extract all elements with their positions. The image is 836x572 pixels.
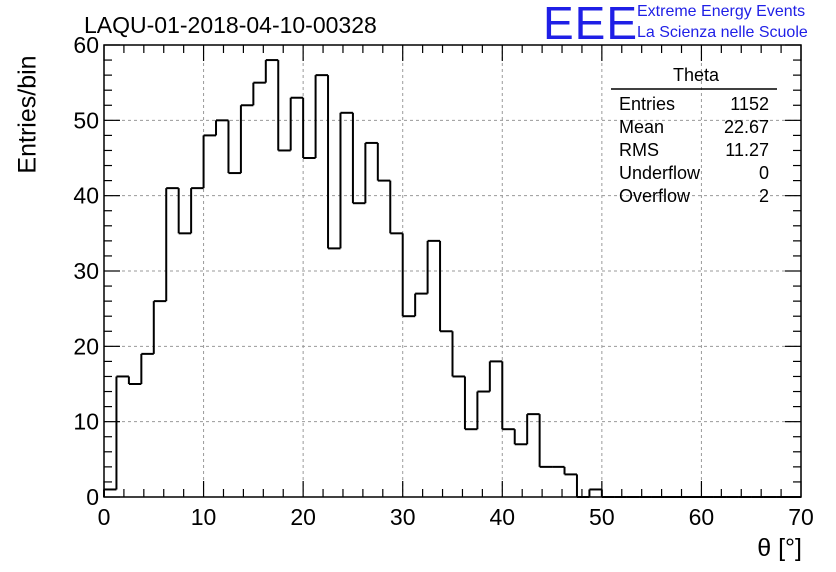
histogram-bin	[364, 141, 378, 204]
stats-value: 0	[759, 163, 769, 183]
histogram-bin	[439, 240, 453, 333]
stats-label: Overflow	[619, 186, 691, 206]
histogram-bin	[239, 104, 254, 174]
y-tick-label: 50	[73, 107, 99, 133]
histogram-bin	[513, 429, 528, 446]
stats-label: Entries	[619, 94, 675, 114]
histogram-bin	[264, 59, 279, 83]
histogram-bin	[501, 361, 515, 431]
x-tick-label: 60	[689, 504, 715, 530]
y-tick-label: 40	[73, 183, 99, 209]
histogram-bin	[165, 187, 179, 302]
x-tick-label: 10	[191, 504, 217, 530]
x-tick-label: 50	[589, 504, 615, 530]
histogram-bin	[302, 97, 316, 159]
histogram-bin	[476, 390, 490, 430]
run-title: LAQU-01-2018-04-10-00328	[84, 12, 377, 38]
x-tick-label: 20	[290, 504, 316, 530]
histogram-bin	[339, 111, 353, 249]
eee-logo: EEE	[543, 0, 639, 49]
histogram-series	[103, 59, 801, 498]
histogram-bin	[152, 300, 167, 354]
stats-value: 22.67	[724, 117, 769, 137]
histogram-bin	[252, 81, 266, 106]
y-tick-label: 0	[86, 484, 99, 510]
stats-value: 1152	[730, 94, 769, 114]
histogram-bin	[414, 292, 428, 317]
histogram-bin	[289, 96, 304, 151]
histogram-bin	[140, 352, 154, 384]
histogram-bin	[575, 474, 590, 498]
histogram-bin	[190, 187, 204, 234]
x-axis-label: θ [°]	[757, 534, 802, 562]
histogram-bin	[401, 233, 416, 318]
stats-label: RMS	[619, 140, 659, 160]
histogram-bin	[115, 375, 129, 490]
x-tick-label: 0	[98, 504, 111, 530]
histogram-bin	[488, 360, 503, 392]
histogram-bin	[376, 142, 391, 182]
histogram-bin	[463, 376, 478, 431]
histogram-bin	[588, 488, 602, 497]
stats-label: Underflow	[619, 163, 701, 183]
x-tick-label: 70	[788, 504, 814, 530]
histogram-bin	[202, 134, 217, 189]
logo-caption-line1: Extreme Energy Events	[637, 3, 806, 20]
histogram-bin	[600, 489, 615, 498]
stats-value: 2	[759, 186, 769, 206]
histogram-bin	[389, 180, 403, 235]
histogram-bin	[227, 120, 241, 175]
histogram-bin	[526, 413, 540, 445]
histogram-bin	[127, 376, 142, 385]
x-tick-label: 30	[390, 504, 416, 530]
grid	[104, 45, 801, 497]
histogram-bin	[426, 239, 441, 294]
histogram-bin	[451, 331, 465, 378]
stats-label: Mean	[619, 117, 664, 137]
histogram-bin	[563, 466, 577, 476]
histogram-bin	[538, 414, 553, 468]
histogram-bin	[177, 188, 192, 235]
stats-value: 11.27	[725, 140, 769, 160]
stats-title: Theta	[673, 65, 720, 85]
stats-box: Theta Entries 1152 Mean 22.67 RMS 11.27 Underfl…	[611, 65, 777, 206]
y-tick-label: 30	[73, 258, 99, 284]
y-tick-label: 20	[73, 333, 99, 359]
histogram-bin	[327, 75, 341, 250]
histogram-bin	[314, 74, 329, 158]
y-tick-label: 10	[73, 409, 99, 435]
logo-caption-line2: La Scienza nelle Scuole	[637, 24, 808, 41]
y-tick-label: 60	[73, 32, 99, 58]
histogram-bin	[351, 112, 366, 205]
histogram-bin	[215, 119, 229, 136]
histogram-bin	[103, 488, 117, 497]
histogram-bin	[277, 60, 291, 152]
x-tick-label: 40	[489, 504, 515, 530]
